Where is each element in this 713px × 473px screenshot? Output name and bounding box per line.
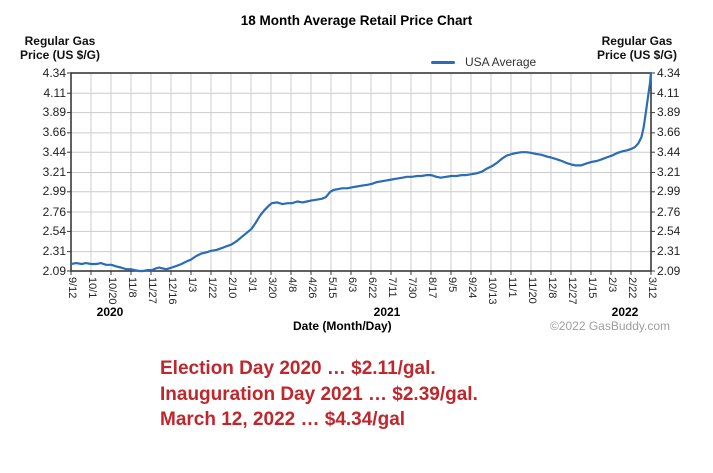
year-label-2020: 2020 bbox=[96, 305, 124, 319]
left-y-tick-label: 4.34 bbox=[42, 65, 66, 80]
x-tick-label: 2/10 bbox=[225, 277, 238, 299]
x-tick-label: 12/27 bbox=[565, 277, 578, 305]
right-y-tick-label: 4.11 bbox=[657, 85, 680, 100]
x-tick-label: 1/22 bbox=[205, 277, 218, 299]
legend-line-swatch bbox=[431, 60, 455, 64]
left-y-tick-label: 2.76 bbox=[42, 204, 66, 219]
right-y-tick-label: 3.89 bbox=[657, 105, 681, 120]
legend-label: USA Average bbox=[465, 55, 537, 69]
x-tick-label: 9/5 bbox=[445, 277, 458, 293]
usa-average-line[interactable] bbox=[69, 71, 653, 273]
x-tick-label: 7/11 bbox=[385, 277, 398, 298]
annotation-line: Election Day 2020 … $2.11/gal. bbox=[160, 358, 436, 379]
x-tick-label: 11/8 bbox=[125, 277, 138, 298]
x-tick-label: 11/20 bbox=[525, 277, 538, 304]
price-annotations: Election Day 2020 … $2.11/gal. Inaugurati… bbox=[160, 356, 478, 433]
gasbuddy-attribution-link[interactable]: ©2022 GasBuddy.com bbox=[549, 319, 670, 333]
year-label-2022: 2022 bbox=[611, 305, 639, 319]
annotation-line: March 12, 2022 … $4.34/gal bbox=[160, 409, 406, 430]
right-y-tick-label: 3.44 bbox=[657, 144, 681, 159]
x-tick-label: 1/3 bbox=[185, 277, 198, 293]
left-y-tick-label: 3.21 bbox=[42, 164, 66, 179]
x-tick-label: 11/27 bbox=[145, 277, 158, 304]
left-y-axis-label-line1: Regular Gas bbox=[24, 34, 96, 48]
x-tick-label: 6/3 bbox=[345, 277, 358, 293]
x-tick-label: 2/22 bbox=[625, 277, 638, 299]
x-axis-title: Date (Month/Day) bbox=[293, 319, 392, 333]
right-y-tick-label: 2.76 bbox=[657, 204, 681, 219]
x-tick-label: 4/26 bbox=[305, 277, 318, 299]
left-y-tick-label: 3.89 bbox=[42, 105, 66, 120]
x-tick-label: 12/8 bbox=[545, 277, 558, 299]
left-y-axis-label-line2: Price (US $/G) bbox=[19, 48, 101, 62]
x-tick-label: 10/13 bbox=[485, 277, 498, 305]
left-y-tick-label: 3.44 bbox=[42, 144, 66, 159]
price-line-chart[interactable] bbox=[67, 71, 655, 275]
right-y-axis-label-line2: Price (US $/G) bbox=[596, 48, 678, 62]
x-tick-label: 3/20 bbox=[265, 277, 278, 299]
left-y-axis-label: Regular Gas Price (US $/G) bbox=[12, 34, 108, 62]
right-y-tick-label: 2.09 bbox=[657, 263, 681, 278]
right-y-tick-label: 3.66 bbox=[657, 125, 681, 140]
x-tick-label: 9/12 bbox=[65, 277, 78, 299]
right-y-tick-label: 3.21 bbox=[657, 164, 681, 179]
x-tick-label: 2/3 bbox=[605, 277, 618, 293]
right-y-tick-label: 4.34 bbox=[657, 65, 681, 80]
left-y-tick-label: 2.31 bbox=[42, 244, 66, 259]
right-y-axis-label: Regular Gas Price (US $/G) bbox=[589, 34, 685, 62]
x-tick-label: 5/15 bbox=[325, 277, 338, 299]
x-tick-label: 12/16 bbox=[165, 277, 178, 305]
right-y-tick-label: 2.54 bbox=[657, 223, 681, 238]
left-y-tick-label: 4.11 bbox=[43, 85, 66, 100]
x-tick-label: 8/17 bbox=[425, 277, 438, 299]
left-y-tick-label: 3.66 bbox=[42, 125, 66, 140]
x-tick-label: 10/20 bbox=[105, 277, 118, 305]
plot-frame bbox=[70, 72, 652, 272]
x-tick-label: 3/1 bbox=[245, 277, 258, 293]
left-y-tick-label: 2.09 bbox=[42, 263, 66, 278]
left-y-tick-label: 2.99 bbox=[42, 184, 66, 199]
x-tick-label: 3/12 bbox=[645, 277, 658, 299]
chart-title: 18 Month Average Retail Price Chart bbox=[240, 13, 473, 28]
year-label-2021: 2021 bbox=[373, 305, 401, 319]
x-tick-label: 6/22 bbox=[365, 277, 378, 299]
x-tick-label: 11/1 bbox=[505, 277, 518, 298]
annotation-line: Inauguration Day 2021 … $2.39/gal. bbox=[160, 383, 478, 405]
right-y-tick-label: 2.31 bbox=[657, 244, 681, 259]
x-tick-label: 9/24 bbox=[465, 277, 478, 299]
right-y-tick-label: 2.99 bbox=[657, 184, 681, 199]
x-tick-label: 1/15 bbox=[585, 277, 598, 299]
x-tick-label: 7/30 bbox=[405, 277, 418, 299]
legend: USA Average bbox=[431, 55, 536, 69]
x-tick-label: 4/8 bbox=[285, 277, 298, 293]
x-tick-label: 10/1 bbox=[85, 277, 98, 299]
left-y-tick-label: 2.54 bbox=[42, 223, 66, 238]
right-y-axis-label-line1: Regular Gas bbox=[601, 34, 673, 48]
